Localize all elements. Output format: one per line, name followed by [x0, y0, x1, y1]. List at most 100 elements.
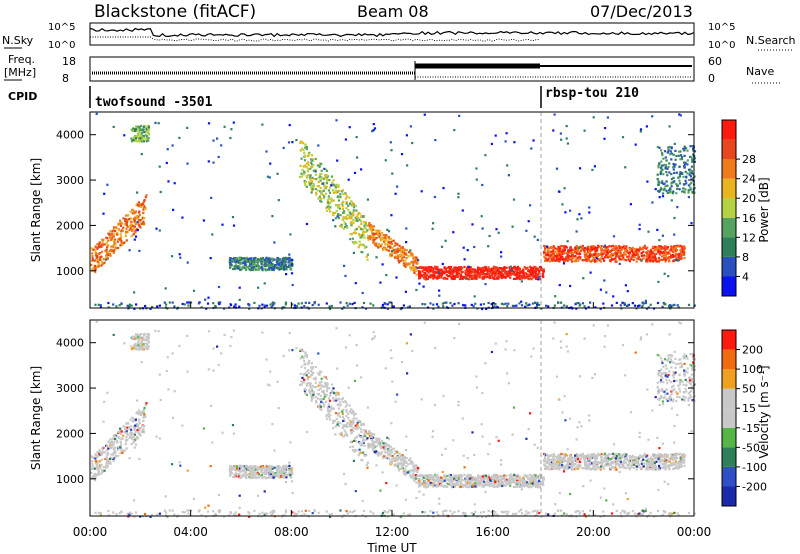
- power-cell: [457, 192, 460, 195]
- power-cell: [537, 272, 541, 275]
- power-cell: [335, 204, 338, 207]
- power-cell: [431, 227, 434, 230]
- velocity-cell: [119, 427, 122, 430]
- power-cell: [394, 242, 397, 245]
- power-cell: [650, 252, 654, 255]
- power-cell: [298, 175, 302, 179]
- power-cell: [491, 272, 494, 276]
- velocity-cell: [367, 432, 370, 435]
- power-cell: [266, 175, 269, 178]
- power-cell: [302, 173, 305, 176]
- power-cell: [518, 275, 521, 278]
- power-cell: [248, 304, 251, 307]
- velocity-cell: [237, 472, 240, 476]
- velocity-cell: [300, 365, 303, 368]
- power-cell: [291, 141, 294, 144]
- power-cell: [512, 273, 515, 276]
- velocity-cell: [122, 434, 125, 437]
- power-cell: [252, 262, 255, 265]
- power-cell: [647, 230, 650, 233]
- velocity-cell: [428, 474, 431, 477]
- velocity-cell: [357, 440, 361, 444]
- velocity-cell: [283, 464, 286, 468]
- power-cell: [342, 211, 345, 214]
- velocity-cell: [114, 456, 117, 459]
- power-cell: [262, 263, 265, 266]
- power-cell: [291, 263, 294, 266]
- velocity-cell: [119, 432, 122, 435]
- power-cell: [484, 269, 488, 272]
- velocity-cell: [138, 428, 141, 431]
- velocity-cell: [351, 410, 354, 413]
- velocity-cell: [370, 435, 373, 438]
- power-cell: [634, 143, 637, 146]
- power-cell: [683, 251, 686, 254]
- power-cell: [381, 263, 384, 266]
- power-cell: [363, 226, 366, 230]
- velocity-cell: [315, 386, 318, 389]
- power-cell: [527, 269, 530, 272]
- power-cell: [377, 234, 380, 237]
- velocity-cell: [120, 430, 123, 433]
- power-cell: [544, 259, 547, 263]
- velocity-cell: [344, 405, 347, 408]
- power-cell: [636, 257, 640, 260]
- power-cell: [443, 271, 446, 274]
- power-cell: [358, 244, 361, 247]
- power-cell: [268, 260, 271, 264]
- power-cell: [309, 174, 312, 177]
- power-cell: [693, 304, 696, 307]
- velocity-cell: [382, 446, 385, 449]
- power-cell: [420, 190, 423, 193]
- power-cell: [679, 258, 682, 261]
- velocity-cell: [306, 378, 309, 381]
- power-cell: [186, 162, 189, 165]
- velocity-cell: [399, 467, 402, 470]
- velocity-cell: [310, 390, 313, 393]
- power-cell: [659, 245, 662, 248]
- power-cell: [572, 254, 575, 257]
- velocity-cell: [278, 470, 281, 473]
- velocity-cell: [249, 477, 252, 480]
- velocity-cell: [141, 346, 144, 349]
- power-cell: [554, 295, 557, 298]
- velocity-cell: [136, 333, 139, 336]
- velocity-cell: [318, 373, 321, 376]
- power-cell: [622, 256, 625, 259]
- power-cell: [379, 281, 382, 284]
- power-cell: [251, 260, 254, 263]
- power-cell: [665, 189, 668, 192]
- power-cell: [355, 228, 358, 231]
- velocity-cell: [348, 423, 351, 426]
- power-cell: [314, 173, 317, 176]
- power-cell: [382, 237, 385, 240]
- velocity-cell: [366, 466, 369, 469]
- power-cell: [502, 267, 506, 270]
- power-cell: [396, 250, 399, 253]
- velocity-cell: [514, 485, 517, 488]
- power-cell: [558, 190, 561, 193]
- power-cell: [532, 276, 535, 279]
- velocity-cell: [137, 344, 140, 347]
- power-cell: [550, 257, 553, 260]
- velocity-cell: [256, 472, 259, 475]
- power-cell: [658, 146, 661, 149]
- power-cell: [610, 252, 613, 256]
- power-cell: [481, 270, 484, 273]
- power-cell: [358, 225, 361, 228]
- power-cell: [123, 134, 126, 137]
- power-cell: [483, 276, 486, 279]
- power-cell: [645, 260, 648, 263]
- power-cell: [605, 253, 608, 257]
- power-cell: [487, 301, 490, 305]
- velocity-cell: [269, 473, 272, 476]
- velocity-cell: [349, 441, 352, 444]
- power-cell: [209, 257, 212, 260]
- power-cell: [254, 258, 257, 261]
- power-cell: [615, 247, 619, 250]
- nsky-tick-high: 10^5: [48, 22, 75, 33]
- power-cell: [522, 276, 525, 279]
- power-cell: [156, 305, 159, 308]
- freq-unit: [MHz]: [4, 66, 36, 79]
- power-cell: [690, 181, 693, 184]
